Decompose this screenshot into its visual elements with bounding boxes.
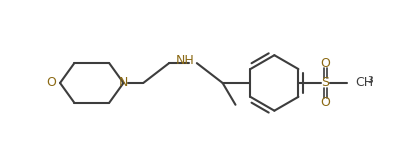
Text: 3: 3: [366, 76, 372, 85]
Text: O: O: [46, 76, 56, 89]
Text: CH: CH: [354, 76, 372, 89]
Text: O: O: [319, 57, 329, 70]
Text: N: N: [119, 76, 128, 89]
Text: S: S: [320, 76, 328, 89]
Text: NH: NH: [175, 54, 194, 67]
Text: O: O: [319, 96, 329, 109]
